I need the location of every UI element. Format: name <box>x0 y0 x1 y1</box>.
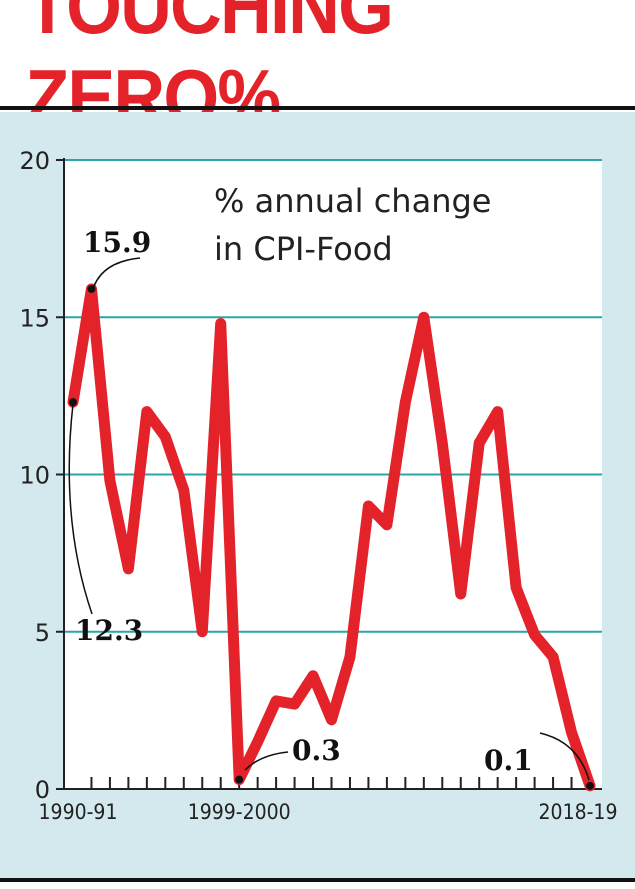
data-point <box>552 656 554 658</box>
data-point <box>478 442 480 444</box>
data-point <box>257 741 259 743</box>
data-point <box>294 703 296 705</box>
data-point <box>404 401 406 403</box>
divider-top <box>0 106 635 110</box>
data-point <box>275 700 277 702</box>
headline: TOUCHING ZERO% <box>25 0 394 141</box>
annotation-leader <box>244 751 289 771</box>
y-tick-label: 20 <box>19 147 50 175</box>
data-point <box>146 411 148 413</box>
data-point <box>367 505 369 507</box>
data-point <box>220 323 222 325</box>
annotation-label: 0.1 <box>484 744 533 777</box>
data-point <box>331 719 332 721</box>
y-tick-label: 5 <box>35 619 50 647</box>
x-tick-label: 1990-91 <box>39 800 118 824</box>
annotation-dot <box>235 775 244 784</box>
annotation-dot <box>87 284 96 293</box>
data-point <box>109 480 111 482</box>
data-point <box>515 587 517 589</box>
annotation-dot <box>586 781 594 790</box>
annotation-leader <box>68 403 93 615</box>
data-point <box>164 436 166 438</box>
data-point <box>571 731 573 733</box>
data-point <box>534 634 536 636</box>
annotation-leader <box>539 732 590 781</box>
chart-subtitle-line1: % annual change <box>214 182 491 220</box>
data-point <box>312 675 314 677</box>
annotation-label: 15.9 <box>83 226 151 259</box>
x-tick-label: 2018-19 <box>539 800 618 824</box>
divider-bottom <box>0 878 635 882</box>
data-point <box>497 411 499 413</box>
y-tick-label: 10 <box>19 462 50 490</box>
annotation-dot <box>69 398 77 407</box>
y-tick-label: 0 <box>35 776 50 804</box>
data-point <box>349 656 351 658</box>
data-point <box>386 524 388 526</box>
data-point <box>460 593 462 595</box>
annotation-label: 12.3 <box>75 614 143 647</box>
data-point <box>183 489 185 491</box>
chart-subtitle-line2: in CPI-Food <box>214 230 393 268</box>
data-point <box>441 442 443 444</box>
data-point <box>423 316 425 318</box>
data-point <box>201 631 203 633</box>
y-tick-label: 15 <box>19 304 50 332</box>
x-tick-label: 1999-2000 <box>188 800 291 824</box>
annotation-label: 0.3 <box>292 734 341 767</box>
data-point <box>127 568 129 570</box>
